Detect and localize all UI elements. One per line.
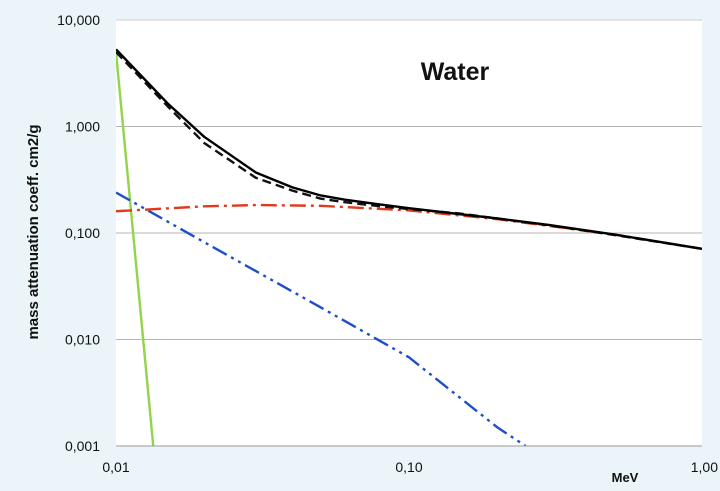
series-line	[116, 191, 527, 446]
y-tick-label: 0,100	[65, 225, 100, 241]
chart-title: Water	[421, 58, 490, 86]
x-tick-label: 1,00	[691, 459, 718, 475]
y-tick-label: 0,001	[65, 438, 100, 454]
x-axis-label: MeV	[612, 470, 639, 485]
series-line	[116, 51, 155, 446]
y-tick-label: 1,000	[65, 119, 100, 135]
x-tick-labels: 0,01 0,10 1,00	[102, 459, 718, 475]
y-axis-label: mass attenuation coeff. cm2/g	[25, 124, 42, 339]
y-tick-labels: 10,000 1,000 0,100 0,010 0,001	[57, 12, 100, 454]
series-lines	[116, 48, 702, 446]
x-tick-label: 0,01	[102, 459, 129, 475]
x-tick-label: 0,10	[395, 459, 422, 475]
y-tick-label: 0,010	[65, 332, 100, 348]
y-tick-label: 10,000	[57, 12, 100, 28]
series-line	[116, 48, 702, 251]
